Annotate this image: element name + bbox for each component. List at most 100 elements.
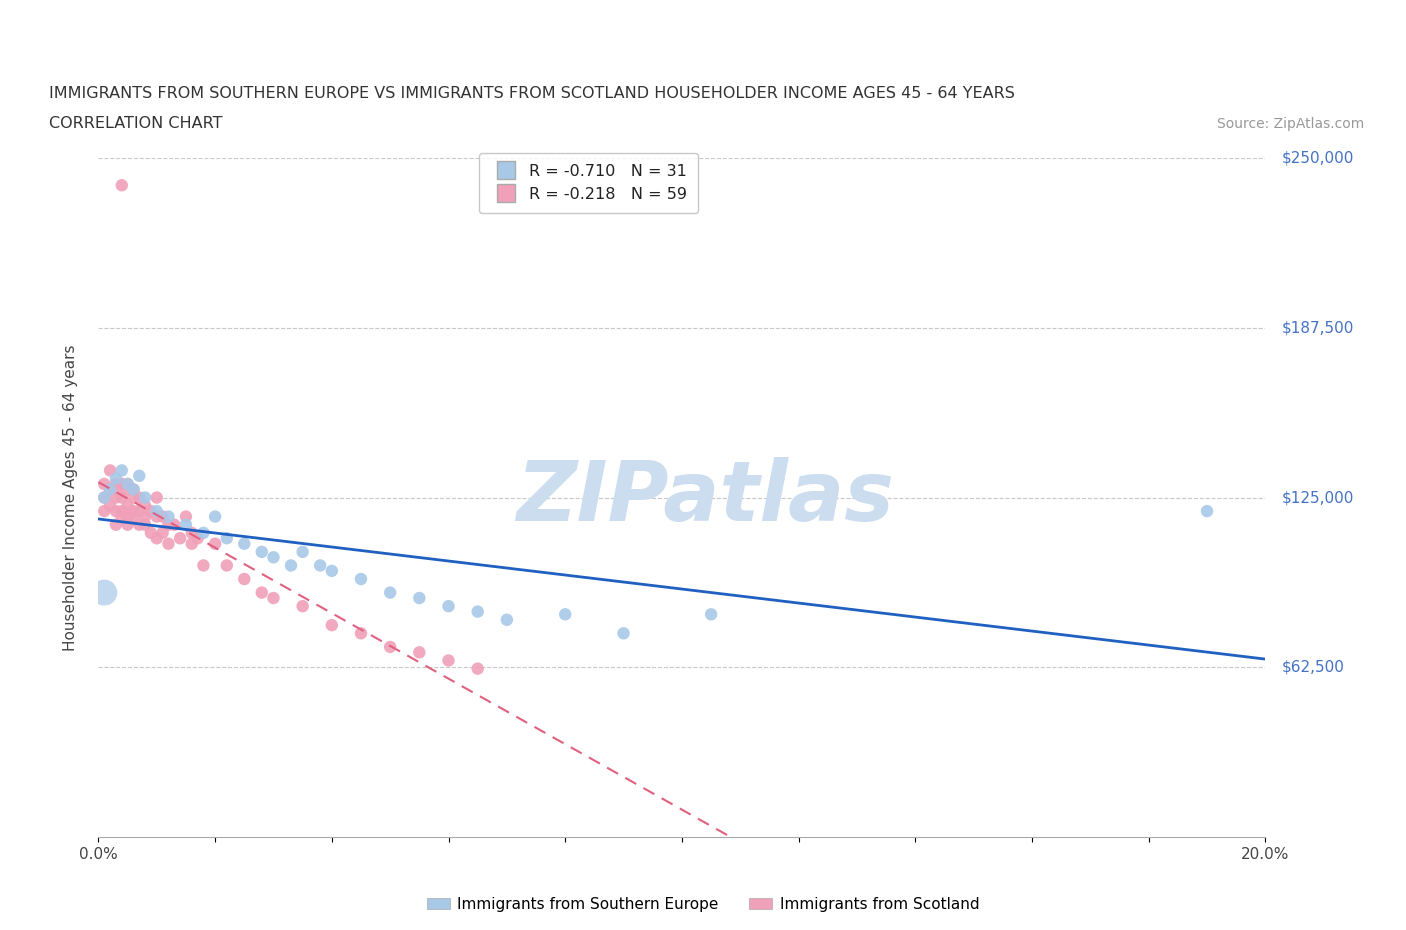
Text: Source: ZipAtlas.com: Source: ZipAtlas.com bbox=[1216, 117, 1364, 131]
Point bbox=[174, 517, 197, 532]
Text: $250,000: $250,000 bbox=[1282, 151, 1354, 166]
Point bbox=[321, 618, 343, 632]
Point bbox=[122, 482, 145, 497]
Point bbox=[146, 509, 169, 524]
Point bbox=[700, 607, 723, 622]
Text: $125,000: $125,000 bbox=[1282, 490, 1354, 505]
Text: $187,500: $187,500 bbox=[1282, 320, 1354, 336]
Point bbox=[233, 572, 256, 587]
Point bbox=[350, 572, 373, 587]
Point bbox=[152, 509, 174, 524]
Point bbox=[111, 178, 134, 193]
Point bbox=[134, 517, 156, 532]
Point bbox=[104, 472, 127, 486]
Text: ZIPatlas: ZIPatlas bbox=[516, 457, 894, 538]
Point bbox=[117, 498, 139, 513]
Point bbox=[117, 476, 139, 491]
Point bbox=[117, 509, 139, 524]
Legend: Immigrants from Southern Europe, Immigrants from Scotland: Immigrants from Southern Europe, Immigra… bbox=[420, 891, 986, 918]
Point bbox=[378, 640, 402, 655]
Point bbox=[134, 509, 156, 524]
Point bbox=[233, 537, 256, 551]
Point bbox=[111, 463, 134, 478]
Point bbox=[134, 498, 156, 513]
Point bbox=[193, 558, 215, 573]
Point bbox=[152, 525, 174, 540]
Point bbox=[193, 525, 215, 540]
Point bbox=[93, 476, 115, 491]
Point bbox=[180, 525, 202, 540]
Point bbox=[139, 525, 162, 540]
Point bbox=[134, 490, 156, 505]
Point bbox=[169, 531, 191, 546]
Point bbox=[122, 504, 145, 519]
Point bbox=[93, 585, 115, 600]
Point bbox=[122, 509, 145, 524]
Point bbox=[262, 591, 284, 605]
Point bbox=[117, 482, 139, 497]
Point bbox=[262, 550, 284, 565]
Point bbox=[98, 482, 121, 497]
Point bbox=[321, 564, 343, 578]
Point bbox=[163, 517, 186, 532]
Point bbox=[146, 531, 169, 546]
Point bbox=[104, 517, 127, 532]
Y-axis label: Householder Income Ages 45 - 64 years: Householder Income Ages 45 - 64 years bbox=[63, 344, 77, 651]
Point bbox=[204, 537, 226, 551]
Point bbox=[104, 504, 127, 519]
Point bbox=[309, 558, 332, 573]
Point bbox=[98, 463, 121, 478]
Point bbox=[408, 591, 430, 605]
Point bbox=[280, 558, 302, 573]
Point bbox=[215, 531, 238, 546]
Point bbox=[98, 498, 121, 513]
Point bbox=[117, 476, 139, 491]
Point bbox=[128, 490, 150, 505]
Point bbox=[180, 537, 202, 551]
Point bbox=[291, 599, 314, 614]
Text: $62,500: $62,500 bbox=[1282, 659, 1346, 675]
Point bbox=[128, 469, 150, 484]
Point bbox=[111, 490, 134, 505]
Point bbox=[291, 544, 314, 559]
Point bbox=[250, 585, 273, 600]
Point bbox=[122, 490, 145, 505]
Point bbox=[204, 509, 226, 524]
Point bbox=[467, 661, 489, 676]
Point bbox=[250, 544, 273, 559]
Point bbox=[1195, 504, 1218, 519]
Text: IMMIGRANTS FROM SOUTHERN EUROPE VS IMMIGRANTS FROM SCOTLAND HOUSEHOLDER INCOME A: IMMIGRANTS FROM SOUTHERN EUROPE VS IMMIG… bbox=[49, 86, 1015, 100]
Point bbox=[93, 490, 115, 505]
Point bbox=[111, 476, 134, 491]
Point bbox=[111, 504, 134, 519]
Point bbox=[437, 653, 460, 668]
Point bbox=[104, 482, 127, 497]
Point bbox=[350, 626, 373, 641]
Point bbox=[104, 476, 127, 491]
Point bbox=[408, 644, 430, 659]
Point bbox=[98, 482, 121, 497]
Point bbox=[146, 504, 169, 519]
Point bbox=[93, 490, 115, 505]
Point bbox=[139, 504, 162, 519]
Point bbox=[146, 490, 169, 505]
Point bbox=[437, 599, 460, 614]
Point bbox=[122, 482, 145, 497]
Point bbox=[174, 509, 197, 524]
Point bbox=[215, 558, 238, 573]
Point bbox=[111, 509, 134, 524]
Point bbox=[378, 585, 402, 600]
Point bbox=[495, 612, 517, 627]
Point bbox=[128, 504, 150, 519]
Point bbox=[157, 517, 180, 532]
Point bbox=[554, 607, 576, 622]
Point bbox=[117, 517, 139, 532]
Legend: R = -0.710   N = 31, R = -0.218   N = 59: R = -0.710 N = 31, R = -0.218 N = 59 bbox=[479, 153, 697, 213]
Point bbox=[187, 531, 209, 546]
Point bbox=[93, 504, 115, 519]
Point bbox=[104, 490, 127, 505]
Point bbox=[157, 509, 180, 524]
Point bbox=[467, 604, 489, 619]
Text: CORRELATION CHART: CORRELATION CHART bbox=[49, 116, 222, 131]
Point bbox=[128, 517, 150, 532]
